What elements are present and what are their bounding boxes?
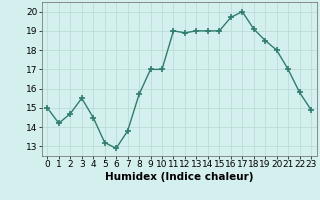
X-axis label: Humidex (Indice chaleur): Humidex (Indice chaleur)	[105, 172, 253, 182]
